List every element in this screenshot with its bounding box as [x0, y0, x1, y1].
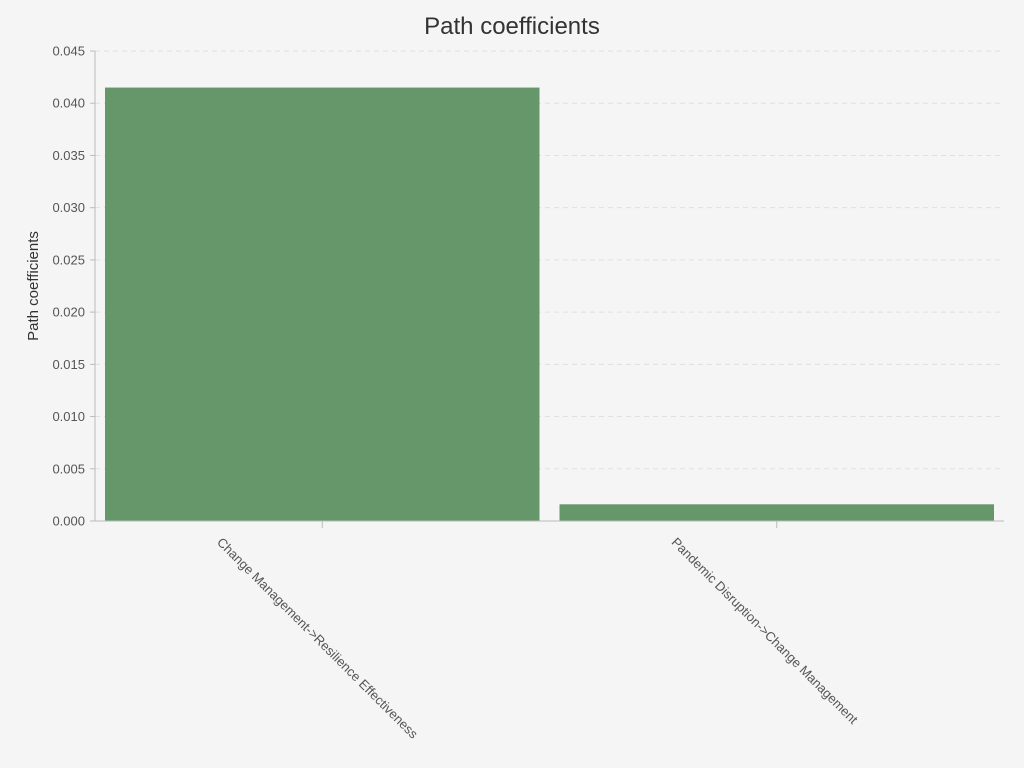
y-tick-label: 0.000 [52, 514, 85, 529]
x-tick-labels: Change Management->Resilience Effectiven… [214, 535, 861, 742]
y-tick-label: 0.035 [52, 148, 85, 163]
axes [90, 50, 1004, 528]
y-tick-label: 0.005 [52, 461, 85, 476]
chart-title: Path coefficients [424, 13, 600, 40]
bar-1 [105, 87, 540, 522]
x-category-label: Pandemic Disruption->Change Management [669, 535, 862, 728]
y-tick-label: 0.030 [52, 200, 85, 215]
y-tick-label: 0.010 [52, 409, 85, 424]
bar-2 [559, 504, 994, 521]
y-tick-label: 0.045 [52, 44, 85, 59]
y-tick-labels: 0.000 0.005 0.010 0.015 0.020 0.025 0.030 0.035… [52, 44, 85, 529]
y-tick-label: 0.040 [52, 96, 85, 111]
gridlines [95, 50, 1004, 470]
bars [105, 87, 994, 522]
y-tick-label: 0.020 [52, 305, 85, 320]
y-tick-label: 0.015 [52, 357, 85, 372]
x-category-label: Change Management->Resilience Effectiven… [214, 535, 421, 742]
y-tick-label: 0.025 [52, 252, 85, 267]
y-axis-label: Path coefficients [25, 231, 42, 341]
